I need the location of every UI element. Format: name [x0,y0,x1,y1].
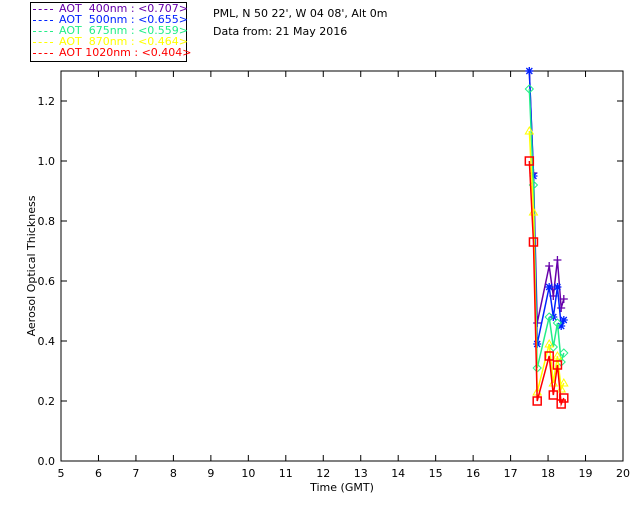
data-point-square [528,237,539,247]
legend-line-icon [33,8,53,10]
location-text: PML, N 50 22', W 04 08', Alt 0m [213,7,388,20]
x-tick-label: 8 [170,467,177,480]
y-tick-label: 0.0 [38,455,56,468]
data-point-triangle [544,338,555,348]
legend: AOT 400nm : <0.707> AOT 500nm : <0.655> AO… [30,2,192,62]
data-point-plus [545,262,554,270]
x-tick-label: 9 [207,467,214,480]
legend-entry: AOT 1020nm : <0.404> [33,47,192,59]
legend-label: AOT 1020nm : <0.404> [59,46,192,59]
data-point-plus [553,256,562,264]
x-tick-label: 17 [504,467,518,480]
data-point-triangle [558,377,569,387]
legend-entry: AOT 400nm : <0.707> [33,3,188,15]
data-point-diamond [544,312,554,322]
x-axis-label: Time (GMT) [309,481,374,494]
data-point-star [557,322,566,330]
legend-label: AOT 675nm : <0.559> [59,24,189,37]
y-tick-label: 0.6 [38,275,56,288]
data-point-plus [557,304,566,312]
data-point-star [525,67,534,75]
legend-line-icon [33,19,53,21]
legend-label: AOT 870nm : <0.464> [59,35,189,48]
y-tick-label: 0.4 [38,335,56,348]
data-point-diamond [559,348,569,358]
x-tick-label: 14 [391,467,405,480]
y-axis-label: Aerosol Optical Thickness [25,195,38,336]
x-tick-label: 19 [579,467,593,480]
x-tick-label: 5 [58,467,65,480]
data-point-diamond [552,318,563,328]
x-tick-label: 12 [316,467,330,480]
data-point-square [556,399,566,409]
y-tick-label: 0.2 [38,395,56,408]
x-tick-label: 10 [241,467,255,480]
legend-line-icon [33,52,53,54]
x-tick-label: 7 [132,467,139,480]
plot-frame [60,70,624,462]
x-tick-label: 18 [541,467,555,480]
data-point-square [544,351,554,361]
data-point-triangle [524,125,535,135]
data-point-square [559,393,569,403]
x-tick-label: 13 [354,467,368,480]
x-tick-label: 20 [616,467,630,480]
series-line [528,160,565,407]
x-tick-label: 6 [95,467,102,480]
legend-entry: AOT 675nm : <0.559> [33,25,188,37]
data-point-square [524,156,535,166]
data-point-square [532,396,542,406]
data-point-star [545,283,554,291]
x-tick-label: 16 [466,467,480,480]
data-point-diamond [524,84,535,94]
data-point-square [552,360,563,370]
legend-label: AOT 500nm : <0.655> [59,13,189,26]
x-tick-label: 15 [429,467,443,480]
data-point-star [553,283,562,291]
series-square [524,156,569,409]
legend-line-icon [33,30,53,32]
x-tick-label: 11 [279,467,293,480]
data-point-triangle [552,350,563,360]
legend-entry: AOT 500nm : <0.655> [33,14,188,26]
data-point-star [559,316,568,324]
data-point-plus [559,295,568,303]
date-text: Data from: 21 May 2016 [213,25,348,38]
legend-line-icon [33,41,53,43]
legend-label: AOT 400nm : <0.707> [59,2,189,15]
y-tick-label: 0.8 [38,215,56,228]
legend-entry: AOT 870nm : <0.464> [33,36,188,48]
data-point-square [548,390,559,400]
y-tick-label: 1.0 [38,155,56,168]
data-point-diamond [548,342,559,352]
y-tick-label: 1.2 [38,95,56,108]
